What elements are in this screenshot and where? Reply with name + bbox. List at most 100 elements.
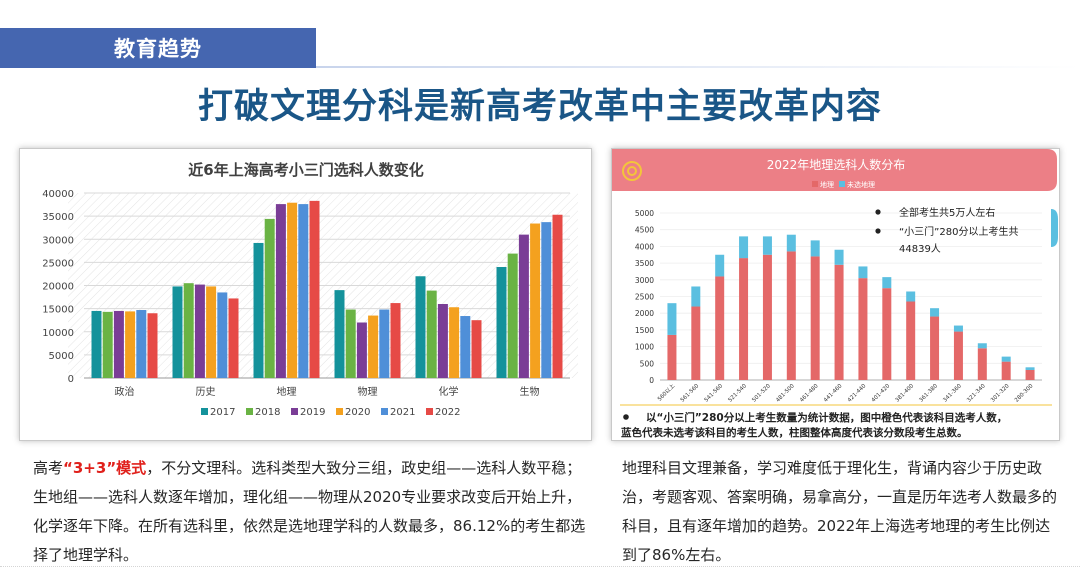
y-tick-label: 40000: [42, 189, 74, 200]
note-bullet: [875, 209, 881, 215]
left-paragraph-prefix: 高考: [33, 459, 64, 477]
side-tab: [1051, 209, 1058, 247]
left-chart-card: 近6年上海高考小三门选科人数变化 40000 35000 30000 25000 200…: [19, 148, 592, 441]
section-tag-label: 教育趋势: [114, 37, 202, 61]
bar-geography-421-440: [858, 278, 868, 380]
legend-label: 2018: [255, 407, 280, 418]
bar-no-geography-301-320: [1001, 356, 1011, 362]
bar-2022-历史: [228, 298, 239, 378]
left-chart-title: 近6年上海高考小三门选科人数变化: [188, 161, 423, 179]
right-chart-title: 2022年地理选科人数分布: [767, 157, 906, 172]
footnote-line-1: 以“小三门”280分以上考生数量为统计数据，图中橙色代表该科目选考人数，: [646, 411, 1007, 424]
y-tick-label: 5000: [49, 351, 74, 362]
left-chart: 近6年上海高考小三门选科人数变化 40000 35000 30000 25000 200…: [42, 161, 578, 418]
bar-geography-561-560: [691, 306, 701, 380]
bar-2020-政治: [125, 311, 136, 378]
bar-2018-政治: [102, 311, 113, 378]
bar-no-geography-361-380: [930, 308, 940, 317]
bar-2018-地理: [264, 218, 275, 378]
bar-geography-560以上: [667, 334, 677, 380]
bar-2021-化学: [460, 316, 471, 378]
bar-2022-地理: [309, 200, 320, 378]
legend-label: 2019: [300, 407, 325, 418]
bar-2021-历史: [217, 292, 228, 378]
header-divider: [316, 66, 1080, 68]
x-tick-label: 361-380: [918, 383, 939, 404]
legend-label: 2020: [345, 407, 370, 418]
bar-geography-461-480: [810, 256, 820, 380]
bar-geography-441-460: [834, 264, 844, 380]
y-tick-label: 0: [68, 374, 74, 385]
bar-no-geography-560以上: [667, 303, 677, 335]
bar-no-geography-541-560: [715, 254, 725, 277]
note-high-score-students: “小三门”280分以上考生共: [899, 225, 1018, 238]
x-tick-label: 381-400: [895, 383, 916, 404]
y-tick-label: 500: [640, 359, 655, 368]
bar-2022-化学: [471, 320, 482, 378]
bar-2020-物理: [368, 315, 379, 378]
bar-2020-历史: [206, 286, 217, 378]
x-tick-label: 物理: [358, 385, 378, 398]
bar-no-geography-501-520: [762, 236, 772, 255]
note-high-score-count: 44839人: [899, 243, 941, 255]
x-tick-label: 560以上: [655, 381, 676, 402]
y-tick-label: 4500: [635, 226, 654, 235]
y-tick-label: 3000: [635, 276, 654, 285]
bar-2019-化学: [437, 304, 448, 378]
bar-2022-生物: [552, 214, 563, 378]
bar-geography-381-400: [906, 301, 916, 380]
legend-swatch: [246, 408, 253, 415]
bar-2018-化学: [426, 290, 437, 378]
bar-2019-地理: [275, 204, 286, 378]
bar-no-geography-561-560: [691, 286, 701, 307]
y-tick-label: 35000: [42, 212, 74, 223]
x-tick-label: 441-460: [823, 383, 844, 404]
legend-swatch-geography: [812, 181, 818, 187]
bar-geography-321-340: [977, 348, 987, 380]
x-tick-label: 政治: [115, 385, 135, 398]
bar-2019-政治: [113, 310, 124, 378]
bar-geography-401-420: [882, 288, 892, 380]
x-tick-label: 541-560: [704, 383, 725, 404]
footnote-line-2: 蓝色代表未选考该科目的考生人数，柱图整体高度代表该分数段考生总数。: [621, 426, 968, 439]
bar-2022-物理: [390, 303, 401, 378]
y-tick-label: 5000: [635, 209, 654, 218]
right-paragraph: 地理科目文理兼备，学习难度低于理化生，背诵内容少于历史政治，考题客观、答案明确，…: [622, 459, 1058, 564]
x-tick-label: 321-340: [966, 383, 987, 404]
bar-no-geography-381-400: [906, 291, 916, 302]
x-tick-label: 561-560: [680, 383, 701, 404]
bar-2018-历史: [183, 283, 194, 378]
y-tick-label: 0: [649, 376, 654, 385]
legend-swatch: [291, 408, 298, 415]
right-chart: 2022年地理选科人数分布 地理 未选地理 500045004000350030…: [612, 149, 1058, 439]
y-tick-label: 4000: [635, 242, 654, 251]
legend-swatch: [201, 408, 208, 415]
y-tick-label: 20000: [42, 282, 74, 293]
bar-2017-物理: [334, 290, 345, 378]
legend-label: 2021: [390, 407, 415, 418]
left-paragraph: 高考“3+3”模式，不分文理科。选科类型大致分三组，政史组——选科人数平稳；生地…: [33, 454, 593, 570]
bar-no-geography-421-440: [858, 266, 868, 279]
legend-label: 2017: [210, 407, 235, 418]
bar-2021-生物: [541, 222, 552, 378]
x-tick-label: 历史: [196, 386, 216, 398]
bar-2017-生物: [496, 267, 507, 378]
bottom-divider: [0, 566, 1080, 567]
x-tick-label: 301-320: [990, 383, 1011, 404]
bar-geography-541-560: [715, 276, 725, 380]
bar-2022-政治: [147, 313, 158, 378]
bar-geography-521-540: [739, 258, 749, 380]
legend-label: 2022: [435, 407, 460, 418]
bar-2020-化学: [449, 307, 460, 378]
target-icon: [622, 161, 642, 181]
bar-geography-481-500: [786, 251, 796, 380]
legend-swatch: [381, 408, 388, 415]
bar-2018-物理: [345, 309, 356, 378]
x-tick-label: 280-300: [1014, 383, 1035, 404]
bar-no-geography-521-540: [739, 236, 749, 259]
bar-2020-生物: [530, 223, 541, 378]
legend-label-no-geography: 未选地理: [847, 180, 875, 189]
bar-2017-地理: [253, 242, 264, 378]
bar-geography-361-380: [930, 316, 940, 380]
bar-no-geography-321-340: [977, 343, 987, 349]
